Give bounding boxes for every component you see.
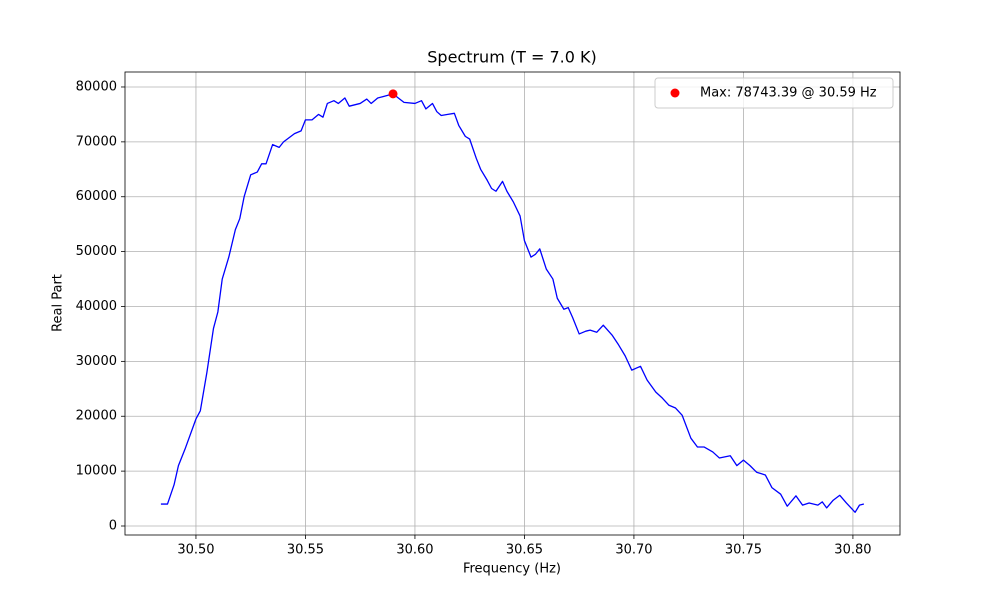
x-tick-label: 30.70	[615, 543, 652, 558]
y-axis-label: Real Part	[51, 274, 66, 332]
chart-title: Spectrum (T = 7.0 K)	[427, 48, 596, 67]
legend-box	[654, 77, 894, 109]
data-point	[388, 89, 398, 99]
y-tick-label: 60000	[76, 189, 117, 204]
y-tick-label: 30000	[76, 354, 117, 369]
y-tick-label: 20000	[76, 409, 117, 424]
x-tick-label: 30.55	[287, 543, 324, 558]
plot-frame	[124, 71, 901, 536]
y-tick-label: 10000	[76, 464, 117, 479]
y-tick-label: 40000	[76, 299, 117, 314]
x-tick-label: 30.60	[396, 543, 433, 558]
x-tick-label: 30.80	[834, 543, 871, 558]
x-tick-label: 30.65	[506, 543, 543, 558]
y-tick-label: 0	[109, 519, 117, 534]
legend-label: Max: 78743.39 @ 30.59 Hz	[700, 86, 877, 101]
y-tick-label: 50000	[76, 244, 117, 259]
y-tick-label: 80000	[76, 79, 117, 94]
x-tick-label: 30.50	[177, 543, 214, 558]
x-tick-label: 30.75	[725, 543, 762, 558]
data-line	[160, 93, 865, 513]
x-axis-label: Frequency (Hz)	[463, 562, 561, 577]
legend-marker	[670, 88, 680, 98]
y-tick-label: 70000	[76, 134, 117, 149]
